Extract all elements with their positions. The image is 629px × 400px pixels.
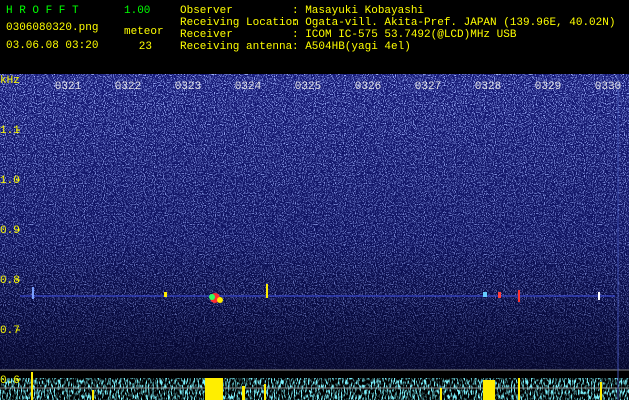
field-label: Observer — [180, 5, 233, 17]
field-value: : Masayuki Kobayashi — [292, 5, 424, 17]
meteor-traces — [20, 284, 615, 303]
field-label: Receiving Location — [180, 17, 299, 29]
time-label: 0326 — [355, 81, 381, 93]
field-value: : ICOM IC-575 53.7492(@LCD)MHz USB — [292, 29, 517, 41]
y-unit: kHz — [0, 75, 20, 87]
time-label: 0325 — [295, 81, 321, 93]
version: 1.00 — [124, 5, 150, 17]
y-tick-label: 0.9 — [0, 225, 20, 237]
y-tick-label: 0.7 — [0, 325, 20, 337]
time-label: 0321 — [55, 81, 82, 93]
field-value: : Ogata-vill. Akita-Pref. JAPAN (139.96E… — [292, 17, 615, 29]
time-label: 0322 — [115, 81, 141, 93]
field-label: Receiver — [180, 29, 233, 41]
power-spikes — [31, 372, 602, 400]
y-tick-label: 1.0 — [0, 175, 20, 187]
time-label: 0330 — [595, 81, 621, 93]
app-name: H R O F F T — [6, 5, 79, 17]
y-tick-label: 0.6 — [0, 375, 20, 387]
field-value: : A504HB(yagi 4el) — [292, 41, 411, 53]
time-label: 0324 — [235, 81, 262, 93]
time-label: 0327 — [415, 81, 441, 93]
y-tick-label: 1.1 — [0, 125, 20, 137]
datetime: 03.06.08 03:20 — [6, 40, 98, 52]
power-noise — [0, 378, 629, 400]
time-label: 0328 — [475, 81, 501, 93]
meteor-count: 23 — [139, 41, 152, 53]
field-label: Receiving antenna — [180, 41, 293, 53]
time-label: 0323 — [175, 81, 201, 93]
noise — [0, 74, 629, 370]
meteor-label: meteor — [124, 26, 164, 38]
y-tick-label: 0.8 — [0, 275, 20, 287]
time-label: 0329 — [535, 81, 561, 93]
filename: 0306080320.png — [6, 22, 98, 34]
